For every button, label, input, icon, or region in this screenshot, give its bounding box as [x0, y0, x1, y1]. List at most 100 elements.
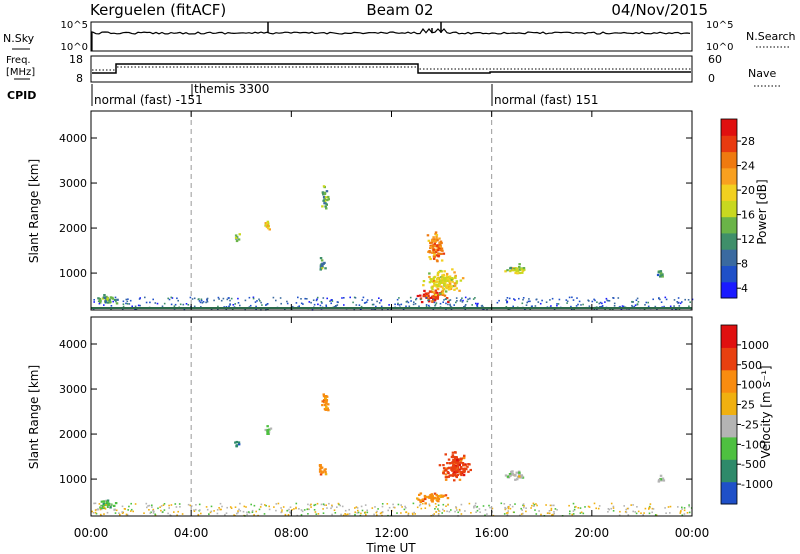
heatmap-cell	[329, 300, 331, 302]
heatmap-cell	[634, 304, 637, 306]
heatmap-cell	[659, 272, 663, 275]
heatmap-cell	[648, 512, 651, 515]
heatmap-cell	[613, 305, 616, 307]
heatmap-cell	[582, 512, 585, 515]
heatmap-cell	[122, 300, 125, 303]
heatmap-cell	[112, 300, 114, 303]
heatmap-cell	[455, 301, 457, 304]
heatmap-cell	[181, 513, 184, 515]
heatmap-cell	[325, 399, 328, 402]
heatmap-cell	[343, 297, 345, 299]
heatmap-cell	[200, 299, 203, 302]
heatmap-cell	[282, 506, 285, 508]
heatmap-cell	[468, 297, 471, 300]
heatmap-cell	[445, 467, 448, 470]
heatmap-cell	[441, 277, 444, 280]
heatmap-cell	[115, 509, 118, 512]
heatmap-cell	[438, 464, 442, 467]
heatmap-cell	[446, 279, 449, 282]
x-tick-label: 08:00	[274, 526, 309, 540]
heatmap-cell	[115, 302, 119, 305]
heatmap-cell	[677, 297, 680, 299]
heatmap-cell	[179, 303, 182, 306]
heatmap-cell	[513, 267, 516, 270]
heatmap-cell	[424, 292, 428, 295]
heatmap-cell	[447, 275, 450, 278]
nsky-left-tick-bottom: 10^0	[61, 42, 88, 53]
heatmap-cell	[430, 496, 433, 499]
heatmap-cell	[545, 504, 547, 506]
heatmap-cell	[113, 504, 116, 507]
heatmap-cell	[103, 513, 105, 515]
heatmap-cell	[664, 296, 667, 299]
heatmap-cell	[566, 300, 569, 303]
heatmap-cell	[430, 239, 434, 242]
heatmap-cell	[397, 503, 400, 506]
heatmap-cell	[146, 506, 148, 509]
heatmap-cell	[634, 511, 636, 513]
heatmap-cell	[442, 470, 445, 473]
heatmap-cell	[537, 301, 540, 303]
heatmap-cell	[413, 301, 415, 303]
heatmap-cell	[455, 506, 457, 508]
heatmap-cell	[317, 513, 320, 515]
heatmap-cell	[445, 505, 447, 507]
heatmap-cell	[556, 509, 558, 511]
heatmap-cell	[331, 513, 333, 516]
heatmap-cell	[122, 303, 125, 305]
heatmap-cell	[354, 511, 356, 513]
heatmap-cell	[419, 503, 422, 506]
heatmap-cell	[455, 456, 458, 459]
heatmap-cell	[444, 453, 447, 456]
heatmap-cell	[439, 302, 442, 305]
heatmap-cell	[440, 247, 444, 250]
heatmap-cell	[687, 299, 690, 301]
y-tick-label: 2000	[59, 222, 87, 235]
heatmap-cell	[436, 280, 440, 283]
heatmap-cell	[229, 299, 231, 302]
heatmap-cell	[265, 222, 268, 225]
heatmap-cell	[440, 276, 443, 279]
heatmap-cell	[93, 502, 95, 505]
heatmap-cell	[354, 507, 356, 509]
heatmap-cell	[648, 508, 650, 510]
heatmap-cell	[237, 297, 239, 300]
heatmap-cell	[593, 298, 595, 301]
heatmap-cell	[103, 304, 105, 306]
heatmap-cell	[407, 514, 410, 516]
heatmap-cell	[251, 509, 254, 512]
heatmap-cell	[636, 303, 639, 306]
x-tick-label: 00:00	[74, 526, 109, 540]
heatmap-cell	[115, 300, 117, 303]
heatmap-cell	[326, 407, 329, 410]
nave-line	[92, 66, 691, 71]
heatmap-cell	[631, 305, 634, 308]
heatmap-cell	[255, 510, 257, 513]
heatmap-cell	[444, 478, 448, 481]
heatmap-cell	[371, 303, 374, 306]
heatmap-cell	[659, 275, 662, 278]
heatmap-cell	[425, 304, 428, 306]
heatmap-cell	[435, 493, 438, 497]
heatmap-cell	[413, 511, 415, 514]
heatmap-cell	[280, 511, 282, 514]
heatmap-cell	[354, 297, 357, 299]
heatmap-cell	[199, 509, 201, 511]
heatmap-cell	[450, 278, 453, 281]
heatmap-cell	[291, 509, 293, 511]
heatmap-cell	[409, 296, 412, 299]
heatmap-cell	[432, 257, 436, 260]
heatmap-cell	[448, 287, 452, 290]
heatmap-cell	[325, 203, 328, 206]
heatmap-cell	[200, 512, 202, 515]
heatmap-cell	[521, 271, 524, 274]
heatmap-cell	[552, 513, 554, 516]
heatmap-cell	[234, 234, 238, 237]
heatmap-cell	[289, 511, 291, 513]
heatmap-cell	[450, 305, 452, 308]
heatmap-cell	[463, 469, 466, 473]
heatmap-cell	[414, 303, 417, 305]
heatmap-cell	[249, 304, 252, 307]
heatmap-cell	[236, 512, 238, 515]
heatmap-cell	[97, 300, 100, 303]
